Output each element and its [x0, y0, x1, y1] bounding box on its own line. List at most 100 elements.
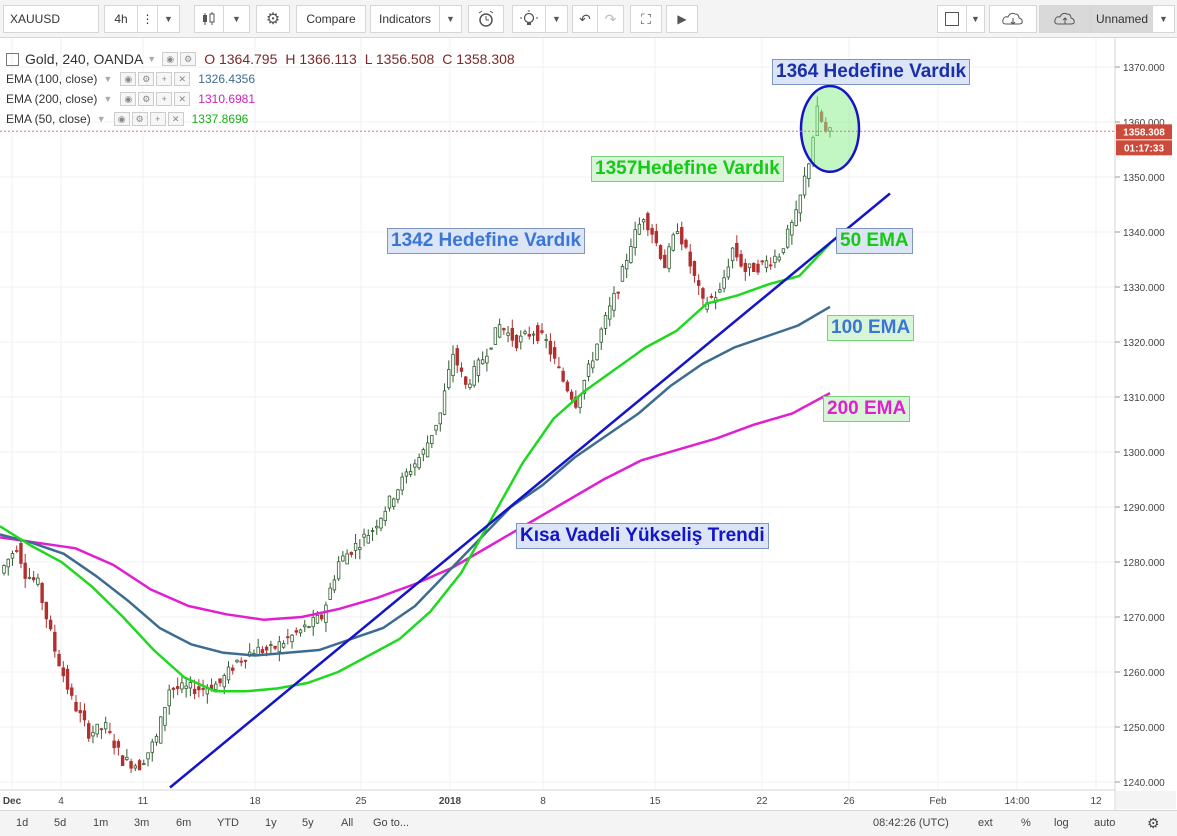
candle — [31, 570, 36, 583]
candle — [629, 238, 633, 264]
range-button-6m[interactable]: 6m — [176, 817, 192, 829]
indicators-label: Indicators — [378, 12, 432, 26]
replay-button[interactable]: ▶ — [666, 5, 698, 33]
price-tick-label: 1260.000 — [1123, 668, 1165, 679]
chart-area[interactable]: 1370.000 1360.000 1350.000 1340.000 1330.000… — [0, 38, 1177, 810]
scale-option-log[interactable]: log — [1054, 817, 1069, 829]
indicators-dropdown[interactable]: ▼ — [440, 5, 462, 33]
annotation-1342[interactable]: 1342 Hedefine Vardık — [387, 228, 586, 254]
interval-button[interactable]: 4h — [104, 5, 138, 33]
range-button-3m[interactable]: 3m — [134, 817, 150, 829]
settings-icon[interactable]: ⚙ — [180, 52, 197, 66]
candle — [103, 716, 108, 734]
last-price-badge: 1358.308 01:17:33 — [1116, 124, 1172, 156]
price-tick-label: 1290.000 — [1123, 503, 1165, 514]
scale-option-ext[interactable]: ext — [978, 817, 993, 829]
candle — [671, 232, 675, 252]
price-chart[interactable]: 1370.000 1360.000 1350.000 1340.000 1330.000… — [0, 38, 1177, 810]
chart-style-dropdown[interactable]: ▼ — [224, 5, 250, 33]
scale-option-auto[interactable]: auto — [1094, 817, 1116, 829]
gear-icon[interactable]: ⚙ — [1147, 815, 1160, 831]
candle — [243, 659, 248, 669]
eye-icon[interactable]: ◉ — [120, 72, 137, 86]
candle — [332, 575, 337, 594]
goto-button[interactable]: Go to... — [373, 817, 409, 829]
fullscreen-button[interactable]: ⛶ — [630, 5, 662, 33]
chevron-down-icon: ▼ — [1159, 14, 1168, 24]
undo-button[interactable]: ↶ — [572, 5, 598, 33]
candle — [493, 327, 498, 345]
indicators-button[interactable]: Indicators — [370, 5, 440, 33]
settings-icon[interactable]: ⚙ — [138, 72, 155, 86]
range-button-5y[interactable]: 5y — [302, 817, 314, 829]
ideas-dropdown[interactable]: ▼ — [546, 5, 568, 33]
range-button-ytd[interactable]: YTD — [217, 817, 239, 829]
settings-button[interactable]: ⚙ — [256, 5, 290, 33]
chevron-down-icon[interactable]: ▼ — [96, 114, 106, 124]
time-tick-label: 25 — [355, 796, 367, 807]
axis-settings[interactable] — [1116, 791, 1176, 809]
bottom-toolbar: 1d 5d 1m 3m 6m YTD 1y 5y All Go to... 08:42:26 (… — [0, 810, 1177, 836]
annotation-ema200[interactable]: 200 EMA — [823, 396, 911, 422]
range-button-1d[interactable]: 1d — [16, 817, 29, 829]
close-icon[interactable]: ✕ — [174, 72, 191, 86]
annotation-1342-text: 1342 Hedefine Vardık — [391, 230, 582, 251]
chart-style-button[interactable] — [194, 5, 224, 33]
add-icon[interactable]: + — [156, 72, 173, 86]
redo-button[interactable]: ↷ — [598, 5, 624, 33]
settings-icon[interactable]: ⚙ — [138, 92, 155, 106]
annotation-1364[interactable]: 1364 Hedefine Vardık — [772, 59, 971, 85]
scale-option-percent[interactable]: % — [1021, 817, 1031, 829]
candle — [235, 659, 239, 664]
close-icon[interactable]: ✕ — [174, 92, 191, 106]
layout-button[interactable] — [937, 5, 967, 33]
compare-button[interactable]: Compare — [296, 5, 366, 33]
layout-name-button[interactable]: Unnamed — [1091, 5, 1153, 33]
candle — [807, 162, 811, 188]
interval-dropdown-button[interactable]: ▼ — [158, 5, 180, 33]
annotation-1357[interactable]: 1357Hedefine Vardık — [591, 156, 784, 182]
range-button-1y[interactable]: 1y — [265, 817, 277, 829]
time-tick-label: Dec — [3, 796, 22, 807]
candle — [552, 340, 557, 365]
layout-menu-dropdown[interactable]: ▼ — [1153, 5, 1175, 33]
layout-dropdown[interactable]: ▼ — [967, 5, 985, 33]
candle — [684, 238, 688, 249]
eye-icon[interactable]: ◉ — [162, 52, 179, 66]
annotation-ema100[interactable]: 100 EMA — [827, 315, 915, 341]
chevron-down-icon[interactable]: ▼ — [147, 54, 157, 64]
highlight-ellipse[interactable] — [799, 84, 861, 173]
alert-button[interactable] — [468, 5, 504, 33]
add-icon[interactable]: + — [149, 112, 166, 126]
symbol-search-input[interactable]: XAUUSD — [3, 5, 99, 33]
candle — [146, 752, 150, 767]
time-tick-label: 4 — [58, 796, 64, 807]
annotation-trend[interactable]: Kısa Vadeli Yükseliş Trendi — [516, 523, 769, 549]
collapse-icon[interactable] — [6, 52, 19, 66]
range-button-all[interactable]: All — [341, 817, 354, 829]
range-button-1m[interactable]: 1m — [93, 817, 109, 829]
eye-icon[interactable]: ◉ — [113, 112, 130, 126]
chevron-down-icon[interactable]: ▼ — [103, 74, 113, 84]
ideas-button[interactable] — [512, 5, 546, 33]
load-layout-button[interactable] — [989, 5, 1037, 33]
clock[interactable]: 08:42:26 (UTC) — [873, 817, 949, 829]
trend-line[interactable] — [169, 192, 891, 789]
save-layout-button[interactable] — [1039, 5, 1091, 33]
eye-icon[interactable]: ◉ — [120, 92, 137, 106]
settings-icon[interactable]: ⚙ — [131, 112, 148, 126]
close-icon[interactable]: ✕ — [167, 112, 184, 126]
candle — [438, 412, 442, 432]
add-icon[interactable]: + — [156, 92, 173, 106]
candle — [646, 211, 650, 236]
time-axis[interactable]: Dec 4 11 18 25 2018 8 15 22 26 Feb 14:00 12 — [3, 796, 1102, 807]
more-vertical-icon[interactable]: ⋮ — [138, 5, 158, 33]
candle — [752, 262, 756, 273]
price-axis[interactable]: 1370.000 1360.000 1350.000 1340.000 1330.000… — [1115, 63, 1165, 789]
cloud-download-icon — [1002, 12, 1023, 25]
annotation-ema50[interactable]: 50 EMA — [836, 228, 913, 254]
chevron-down-icon[interactable]: ▼ — [103, 94, 113, 104]
annotation-ema100-text: 100 EMA — [831, 317, 911, 338]
range-button-5d[interactable]: 5d — [54, 817, 67, 829]
candle — [65, 664, 70, 695]
